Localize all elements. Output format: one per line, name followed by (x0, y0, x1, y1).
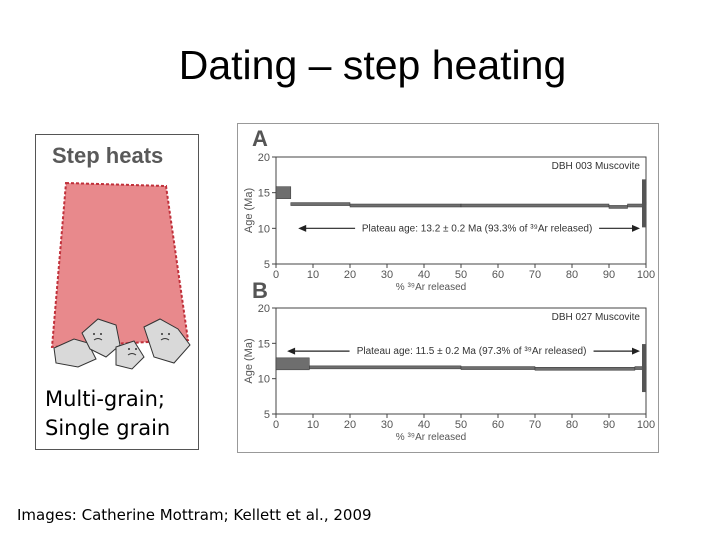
chart-a-step-2 (349, 203, 462, 208)
chart-b-xtick-label-1: 10 (307, 419, 319, 431)
chart-a-plateau-label: Plateau age: 13.2 ± 0.2 Ma (93.3% of ³⁹A… (362, 223, 592, 234)
chart-b-xtick-label-10: 100 (637, 419, 655, 431)
chart-b-ytick-label-3: 20 (258, 303, 270, 315)
chart-b-ytick-label-2: 15 (258, 338, 270, 350)
step-heats-label: Step heats (52, 143, 164, 168)
chart-b-xtick-label-8: 80 (566, 419, 578, 431)
chart-a-xlabel: % ³⁹Ar released (396, 282, 466, 293)
slide-title: Dating – step heating (178, 42, 567, 88)
chart-b-xlabel: % ³⁹Ar released (396, 432, 466, 443)
chart-b-final-step-bar (642, 344, 646, 393)
chart-b-step-0 (275, 357, 310, 371)
chart-b-sample-name: DBH 027 Muscovite (552, 312, 641, 323)
chart-a-plot-frame (275, 156, 647, 265)
image-credit: Images: Catherine Mottram; Kellett et al… (17, 506, 372, 524)
chart-a-xtick-label-6: 60 (492, 269, 504, 281)
chart-b-xtick-label-2: 20 (344, 419, 356, 431)
age-spectra-figure: A 5 10 15 20 0 10 20 30 40 50 60 70 80 90 100 Age (Ma)% … (237, 123, 659, 453)
step-heats-diagram (50, 181, 191, 370)
chart-a-xtick-label-9: 90 (603, 269, 615, 281)
grain-caption: Multi-grain; Single grain (45, 385, 170, 443)
caption-line-2: Single grain (45, 416, 171, 440)
chart-a-xtick-label-2: 20 (344, 269, 356, 281)
chart-b-ytick-label-1: 10 (258, 374, 270, 386)
chart-a-final-step-bar (642, 179, 646, 228)
chart-b-panel-label: B (252, 278, 268, 303)
chart-a-xtick-label-4: 40 (418, 269, 430, 281)
chart-b-xtick-label-4: 40 (418, 419, 430, 431)
grain-cluster (53, 318, 191, 370)
chart-b-ytick-label-0: 5 (264, 409, 270, 421)
step-heats-illustration: Step heats Multi-grain; Single grain (35, 134, 199, 450)
chart-b-xtick-label-9: 90 (603, 419, 615, 431)
chart-a-plateau-arrow-left-head (298, 224, 307, 232)
chart-b-xtick-label-3: 30 (381, 419, 393, 431)
chart-a-step-0 (275, 186, 292, 199)
grain-3 (115, 340, 145, 370)
grain-2 (81, 318, 121, 358)
chart-b-step-3 (534, 367, 636, 371)
chart-a-plateau-arrow-right-head (632, 224, 640, 232)
chart-a-step-5 (627, 203, 643, 208)
chart-b-xtick-label-7: 70 (529, 419, 541, 431)
chart-a-step-1 (290, 202, 351, 206)
chart-a-xtick-label-10: 100 (637, 269, 655, 281)
chart-a-panel-label: A (252, 126, 268, 151)
chart-a-sample-name: DBH 003 Muscovite (552, 161, 641, 172)
chart-a-step-4 (608, 205, 628, 209)
chart-b-step-1 (309, 365, 462, 370)
chart-b-step-2 (460, 366, 536, 370)
chart-a-ytick-label-0: 5 (264, 259, 270, 271)
chart-a-ytick-label-2: 15 (258, 188, 270, 200)
grain-4 (143, 318, 191, 364)
chart-b-plateau-label: Plateau age: 11.5 ± 0.2 Ma (97.3% of ³⁹A… (357, 346, 587, 357)
caption-line-1: Multi-grain; (45, 387, 165, 411)
chart-a-xtick-label-1: 10 (307, 269, 319, 281)
chart-a-ytick-label-1: 10 (258, 223, 270, 235)
chart-a-plateau-label-backdrop (355, 220, 600, 235)
heating-region (50, 181, 190, 349)
grain-1 (53, 338, 97, 368)
chart-a-xtick-label-0: 0 (273, 269, 279, 281)
chart-b-xtick-label-5: 50 (455, 419, 467, 431)
chart-a-xtick-label-5: 50 (455, 269, 467, 281)
chart-b-xtick-label-0: 0 (273, 419, 279, 431)
chart-b-plot-frame (275, 307, 647, 415)
chart-b-ylabel: Age (Ma) (243, 338, 255, 383)
chart-a-xtick-label-3: 30 (381, 269, 393, 281)
chart-b-plateau-arrow-right-head (632, 347, 640, 355)
chart-b-xtick-label-6: 60 (492, 419, 504, 431)
chart-a-ytick-label-3: 20 (258, 152, 270, 164)
chart-a-ylabel: Age (Ma) (243, 188, 255, 233)
chart-a-xtick-label-8: 80 (566, 269, 578, 281)
chart-b-plateau-label-backdrop (349, 343, 594, 358)
chart-a-step-3 (460, 203, 610, 208)
chart-b-plateau-arrow-left-head (287, 347, 296, 355)
chart-a-xtick-label-7: 70 (529, 269, 541, 281)
